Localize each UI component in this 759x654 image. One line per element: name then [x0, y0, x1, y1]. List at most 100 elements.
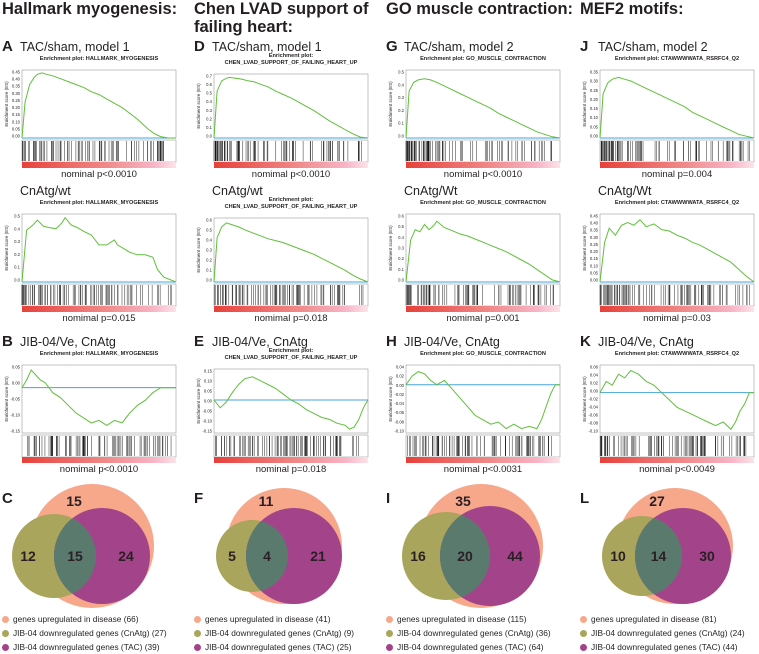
p-value: nomimal p=0.018 [254, 313, 327, 324]
column-title: Chen LVAD support of failing heart: [194, 0, 369, 36]
figure-column: GO muscle contraction: G TAC/sham, model 2… [386, 0, 576, 653]
gsea-panel: CnAtg/Wt Enrichment plot: CTAWWWWATA_RSRF… [580, 182, 759, 324]
legend-item: JIB-04 downregulated genes (TAC) (64) [386, 640, 571, 654]
panel-letter: B [2, 333, 13, 350]
y-tick-label: 0.05 [12, 365, 21, 370]
venn-diagram: C 15 12 15 24 [2, 482, 182, 612]
y-tick-label: 0.02 [590, 381, 599, 386]
legend-label: genes upregulated in disease (66) [13, 614, 139, 624]
enrichment-plot: Enrichment plot: GO_MUSCLE_CONTRACTION En… [388, 56, 561, 180]
y-tick-label: -0.08 [588, 421, 598, 426]
y-tick-label: 0.0 [206, 278, 212, 283]
y-axis-label: Enrichment score (ES) [196, 227, 201, 273]
y-tick-label: 0.40 [12, 77, 21, 82]
y-tick-label: 0.6 [206, 218, 212, 223]
rank-color-bar [600, 457, 754, 463]
plot-title: CHEN_LVAD_SUPPORT_OF_FAILING_HEART_UP [225, 355, 358, 361]
venn-count-triple: 20 [457, 548, 473, 564]
y-axis-label: Enrichment score (ES) [388, 81, 393, 127]
venn-diagram: F 11 5 4 21 [194, 482, 374, 612]
rank-color-bar [406, 162, 560, 168]
legend-swatch [194, 643, 201, 651]
venn-count-only-disease: 15 [66, 493, 82, 509]
legend-swatch [386, 615, 393, 623]
panel-letter: I [386, 490, 391, 507]
panel-letter: D [194, 38, 205, 55]
plot-title: Enrichment plot: GO_MUSCLE_CONTRACTION [420, 56, 546, 62]
y-tick-label: 0.00 [12, 134, 21, 139]
plot-frame [213, 368, 369, 434]
venn-svg: 15 12 15 24 [12, 484, 154, 608]
plot-title: CHEN_LVAD_SUPPORT_OF_FAILING_HEART_UP [225, 204, 358, 210]
y-tick-label: -0.15 [10, 429, 20, 434]
rank-color-bar [214, 162, 368, 168]
legend-label: JIB-04 downregulated genes (TAC) (64) [397, 642, 544, 652]
plot-frame [213, 73, 369, 139]
y-tick-label: -0.02 [588, 397, 598, 402]
venn-count-triple: 14 [651, 548, 667, 564]
column-title: GO muscle contraction: [386, 0, 574, 18]
es-curve [405, 220, 561, 283]
rank-color-bar [600, 306, 754, 312]
y-tick-label: 0.30 [590, 235, 599, 240]
y-tick-label: 0.15 [204, 369, 213, 374]
hits-frame [599, 139, 755, 163]
p-value: nominal p<0.0049 [639, 464, 715, 475]
y-tick-label: -0.08 [394, 419, 404, 424]
y-tick-label: 0.6 [206, 82, 212, 87]
y-tick-label: 0.3 [398, 95, 404, 100]
y-tick-label: 0.25 [590, 242, 599, 247]
venn-count-tac: 24 [118, 548, 134, 564]
y-tick-label: 0.20 [590, 249, 599, 254]
venn-legend: genes upregulated in disease (41) JIB-04 … [194, 612, 379, 654]
legend-label: genes upregulated in disease (81) [591, 614, 717, 624]
panel-subtitle: TAC/sham, model 1 [20, 40, 130, 54]
y-tick-label: -0.15 [202, 429, 212, 434]
y-tick-label: 0.20 [590, 97, 599, 102]
y-tick-label: 0.05 [590, 270, 599, 275]
y-tick-label: 0.1 [14, 265, 20, 270]
es-curve [599, 76, 755, 139]
y-tick-label: 0.0 [398, 134, 404, 139]
y-tick-label: -0.10 [394, 429, 404, 434]
y-tick-label: -0.10 [10, 413, 20, 418]
legend-item: genes upregulated in disease (41) [194, 612, 379, 626]
legend-item: genes upregulated in disease (66) [2, 612, 187, 626]
legend-swatch [580, 643, 587, 651]
y-tick-label: 0.0 [398, 278, 404, 283]
hits-frame [405, 283, 561, 307]
p-value: nominal p=0.004 [642, 169, 713, 180]
y-tick-label: -0.05 [10, 397, 20, 402]
legend-swatch [2, 615, 9, 623]
y-tick-label: 0.25 [12, 98, 21, 103]
venn-legend: genes upregulated in disease (66) JIB-04 … [2, 612, 187, 654]
legend-item: JIB-04 downregulated genes (CnAtg) (27) [2, 626, 187, 640]
y-tick-label: 0.05 [12, 126, 21, 131]
venn-count-tac: 21 [310, 548, 326, 564]
y-tick-label: 0.4 [398, 82, 404, 87]
rank-color-bar [22, 306, 176, 312]
legend-label: JIB-04 downregulated genes (CnAtg) (27) [13, 628, 167, 638]
y-tick-label: 0.00 [590, 278, 599, 283]
venn-count-tac: 30 [699, 548, 715, 564]
panel-letter: E [194, 333, 205, 350]
gsea-panel: J TAC/sham, model 2 Enrichment plot: CTAWW… [580, 38, 759, 180]
gsea-panel: CnAtg/wt Enrichment plot: CHEN_LVAD_SUPPOR… [194, 182, 374, 324]
venn-overlap [246, 520, 288, 592]
y-tick-label: 0.05 [204, 389, 213, 394]
venn-count-triple: 15 [67, 548, 83, 564]
y-tick-label: -0.06 [588, 413, 598, 418]
plot-title: Enrichment plot: HALLMARK_MYOGENESIS [40, 351, 159, 357]
enrichment-plot: Enrichment plot: HALLMARK_MYOGENESIS Enri… [4, 56, 177, 180]
venn-overlap [635, 516, 682, 596]
y-axis-label: Enrichment score (ES) [582, 376, 587, 422]
plot-frame [21, 69, 177, 139]
y-tick-label: 0.2 [206, 258, 212, 263]
y-tick-label: 0.04 [396, 365, 405, 370]
y-tick-label: 0.2 [398, 108, 404, 113]
plot-title: Enrichment plot: GO_MUSCLE_CONTRACTION [420, 200, 546, 206]
y-tick-label: -0.10 [588, 429, 598, 434]
y-tick-label: 0.7 [206, 74, 212, 79]
p-value: nominal p<0.0010 [61, 169, 137, 180]
y-tick-label: 0.05 [590, 124, 599, 129]
